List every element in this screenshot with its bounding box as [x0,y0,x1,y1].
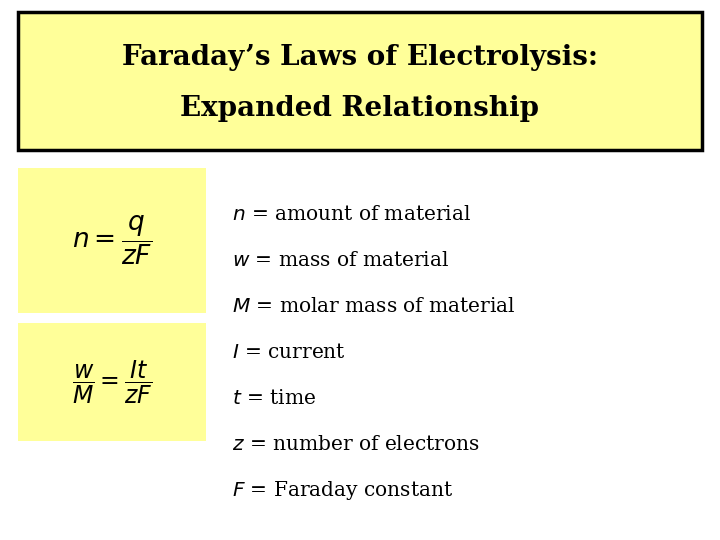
Text: $I$ = current: $I$ = current [232,343,346,362]
Text: $n = \dfrac{q}{zF}$: $n = \dfrac{q}{zF}$ [72,214,152,267]
Text: $F$ = Faraday constant: $F$ = Faraday constant [232,480,453,503]
Text: $\dfrac{w}{M} = \dfrac{It}{zF}$: $\dfrac{w}{M} = \dfrac{It}{zF}$ [72,359,153,406]
FancyBboxPatch shape [18,323,206,441]
Text: $n$ = amount of material: $n$ = amount of material [232,206,471,225]
Text: $w$ = mass of material: $w$ = mass of material [232,252,449,271]
Text: Expanded Relationship: Expanded Relationship [181,95,539,122]
Text: $M$ = molar mass of material: $M$ = molar mass of material [232,298,516,316]
Text: $t$ = time: $t$ = time [232,389,316,408]
Text: $z$ = number of electrons: $z$ = number of electrons [232,435,480,455]
Text: Faraday’s Laws of Electrolysis:: Faraday’s Laws of Electrolysis: [122,44,598,71]
FancyBboxPatch shape [18,12,702,150]
FancyBboxPatch shape [18,168,206,313]
